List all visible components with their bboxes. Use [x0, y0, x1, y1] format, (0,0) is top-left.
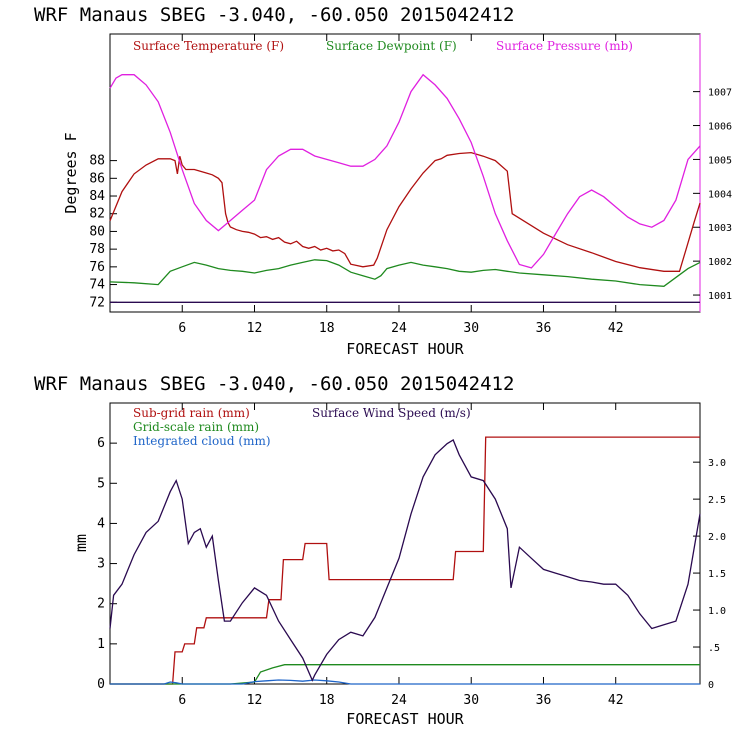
- series-sub-grid-rain-mm: [110, 436, 700, 685]
- temperature-panel: WRF Manaus SBEG -3.040, -60.050 20150424…: [34, 4, 732, 358]
- series-surface-temperature-f: [109, 151, 701, 272]
- y-axis-label: Degrees F: [62, 132, 80, 213]
- series-surface-dewpoint-f: [109, 259, 701, 287]
- legend-temperature: Surface Temperature (F): [133, 39, 284, 53]
- series-integrated-cloud-mm: [110, 679, 700, 685]
- y2-tick-label: 0: [708, 680, 714, 691]
- y2-tick-label: 1.5: [708, 569, 726, 580]
- x-tick-label: 42: [608, 321, 624, 336]
- y2-tick-label: 1004: [708, 189, 732, 200]
- y-tick-label: 1: [97, 637, 105, 652]
- legend-wind-speed: Surface Wind Speed (m/s): [312, 406, 471, 420]
- y-tick-label: 74: [89, 278, 105, 293]
- legend-pressure: Surface Pressure (mb): [496, 39, 633, 53]
- x-tick-label: 12: [247, 321, 263, 336]
- y-tick-label: 3: [97, 557, 105, 572]
- y-tick-label: 86: [89, 171, 105, 186]
- x-axis-label: FORECAST HOUR: [346, 710, 464, 728]
- y-tick-label: 84: [89, 189, 105, 204]
- y-tick-label: 0: [97, 677, 105, 692]
- y2-tick-label: 1002: [708, 257, 732, 268]
- plot-frame: [109, 33, 701, 313]
- panel-title: WRF Manaus SBEG -3.040, -60.050 20150424…: [34, 373, 514, 395]
- x-tick-label: 42: [608, 693, 624, 708]
- y-tick-label: 78: [89, 242, 105, 257]
- y-tick-label: 4: [97, 516, 105, 531]
- x-tick-label: 12: [247, 693, 263, 708]
- x-tick-label: 30: [463, 693, 479, 708]
- y-tick-label: 6: [97, 436, 105, 451]
- x-tick-label: 36: [536, 693, 552, 708]
- y-tick-label: 82: [89, 207, 105, 222]
- series-grid-scale-rain-mm: [110, 664, 700, 685]
- y2-tick-label: 2.0: [708, 532, 726, 543]
- legend: Surface Temperature (F) Surface Dewpoint…: [133, 39, 633, 53]
- panel-title: WRF Manaus SBEG -3.040, -60.050 20150424…: [34, 4, 514, 26]
- y2-tick-label: 3.0: [708, 458, 726, 469]
- x-tick-label: 6: [178, 321, 186, 336]
- y-tick-label: 5: [97, 476, 105, 491]
- series-surface-pressure-mb: [109, 73, 701, 269]
- x-tick-label: 36: [536, 321, 552, 336]
- y2-tick-label: 1.0: [708, 606, 726, 617]
- y2-tick-label: 1005: [708, 155, 732, 166]
- legend-dewpoint: Surface Dewpoint (F): [326, 39, 457, 53]
- x-tick-label: 24: [391, 693, 407, 708]
- y2-tick-label: 1001: [708, 291, 732, 302]
- legend-integrated-cloud: Integrated cloud (mm): [133, 434, 271, 448]
- y2-tick-label: 1003: [708, 223, 732, 234]
- y-tick-label: 76: [89, 260, 105, 275]
- legend-subgrid-rain: Sub-grid rain (mm): [133, 406, 250, 420]
- x-tick-label: 24: [391, 321, 407, 336]
- x-tick-label: 18: [319, 693, 335, 708]
- legend-gridscale-rain: Grid-scale rain (mm): [133, 420, 259, 434]
- x-axis-label: FORECAST HOUR: [346, 340, 464, 358]
- precipitation-panel: WRF Manaus SBEG -3.040, -60.050 20150424…: [34, 373, 726, 728]
- y-axis-label: mm: [72, 534, 90, 552]
- legend: Sub-grid rain (mm) Surface Wind Speed (m…: [133, 406, 471, 448]
- x-tick-label: 6: [178, 693, 186, 708]
- y2-tick-label: 1006: [708, 122, 732, 133]
- y2-tick-label: .5: [708, 643, 720, 654]
- y2-tick-label: 2.5: [708, 495, 726, 506]
- y-tick-label: 2: [97, 597, 105, 612]
- y2-tick-label: 1007: [708, 88, 732, 99]
- y-tick-label: 80: [89, 224, 105, 239]
- series-surface-wind-speed-m-s: [109, 439, 701, 682]
- x-tick-label: 30: [463, 321, 479, 336]
- y-tick-label: 88: [89, 154, 105, 169]
- y-tick-label: 72: [89, 295, 105, 310]
- x-tick-label: 18: [319, 321, 335, 336]
